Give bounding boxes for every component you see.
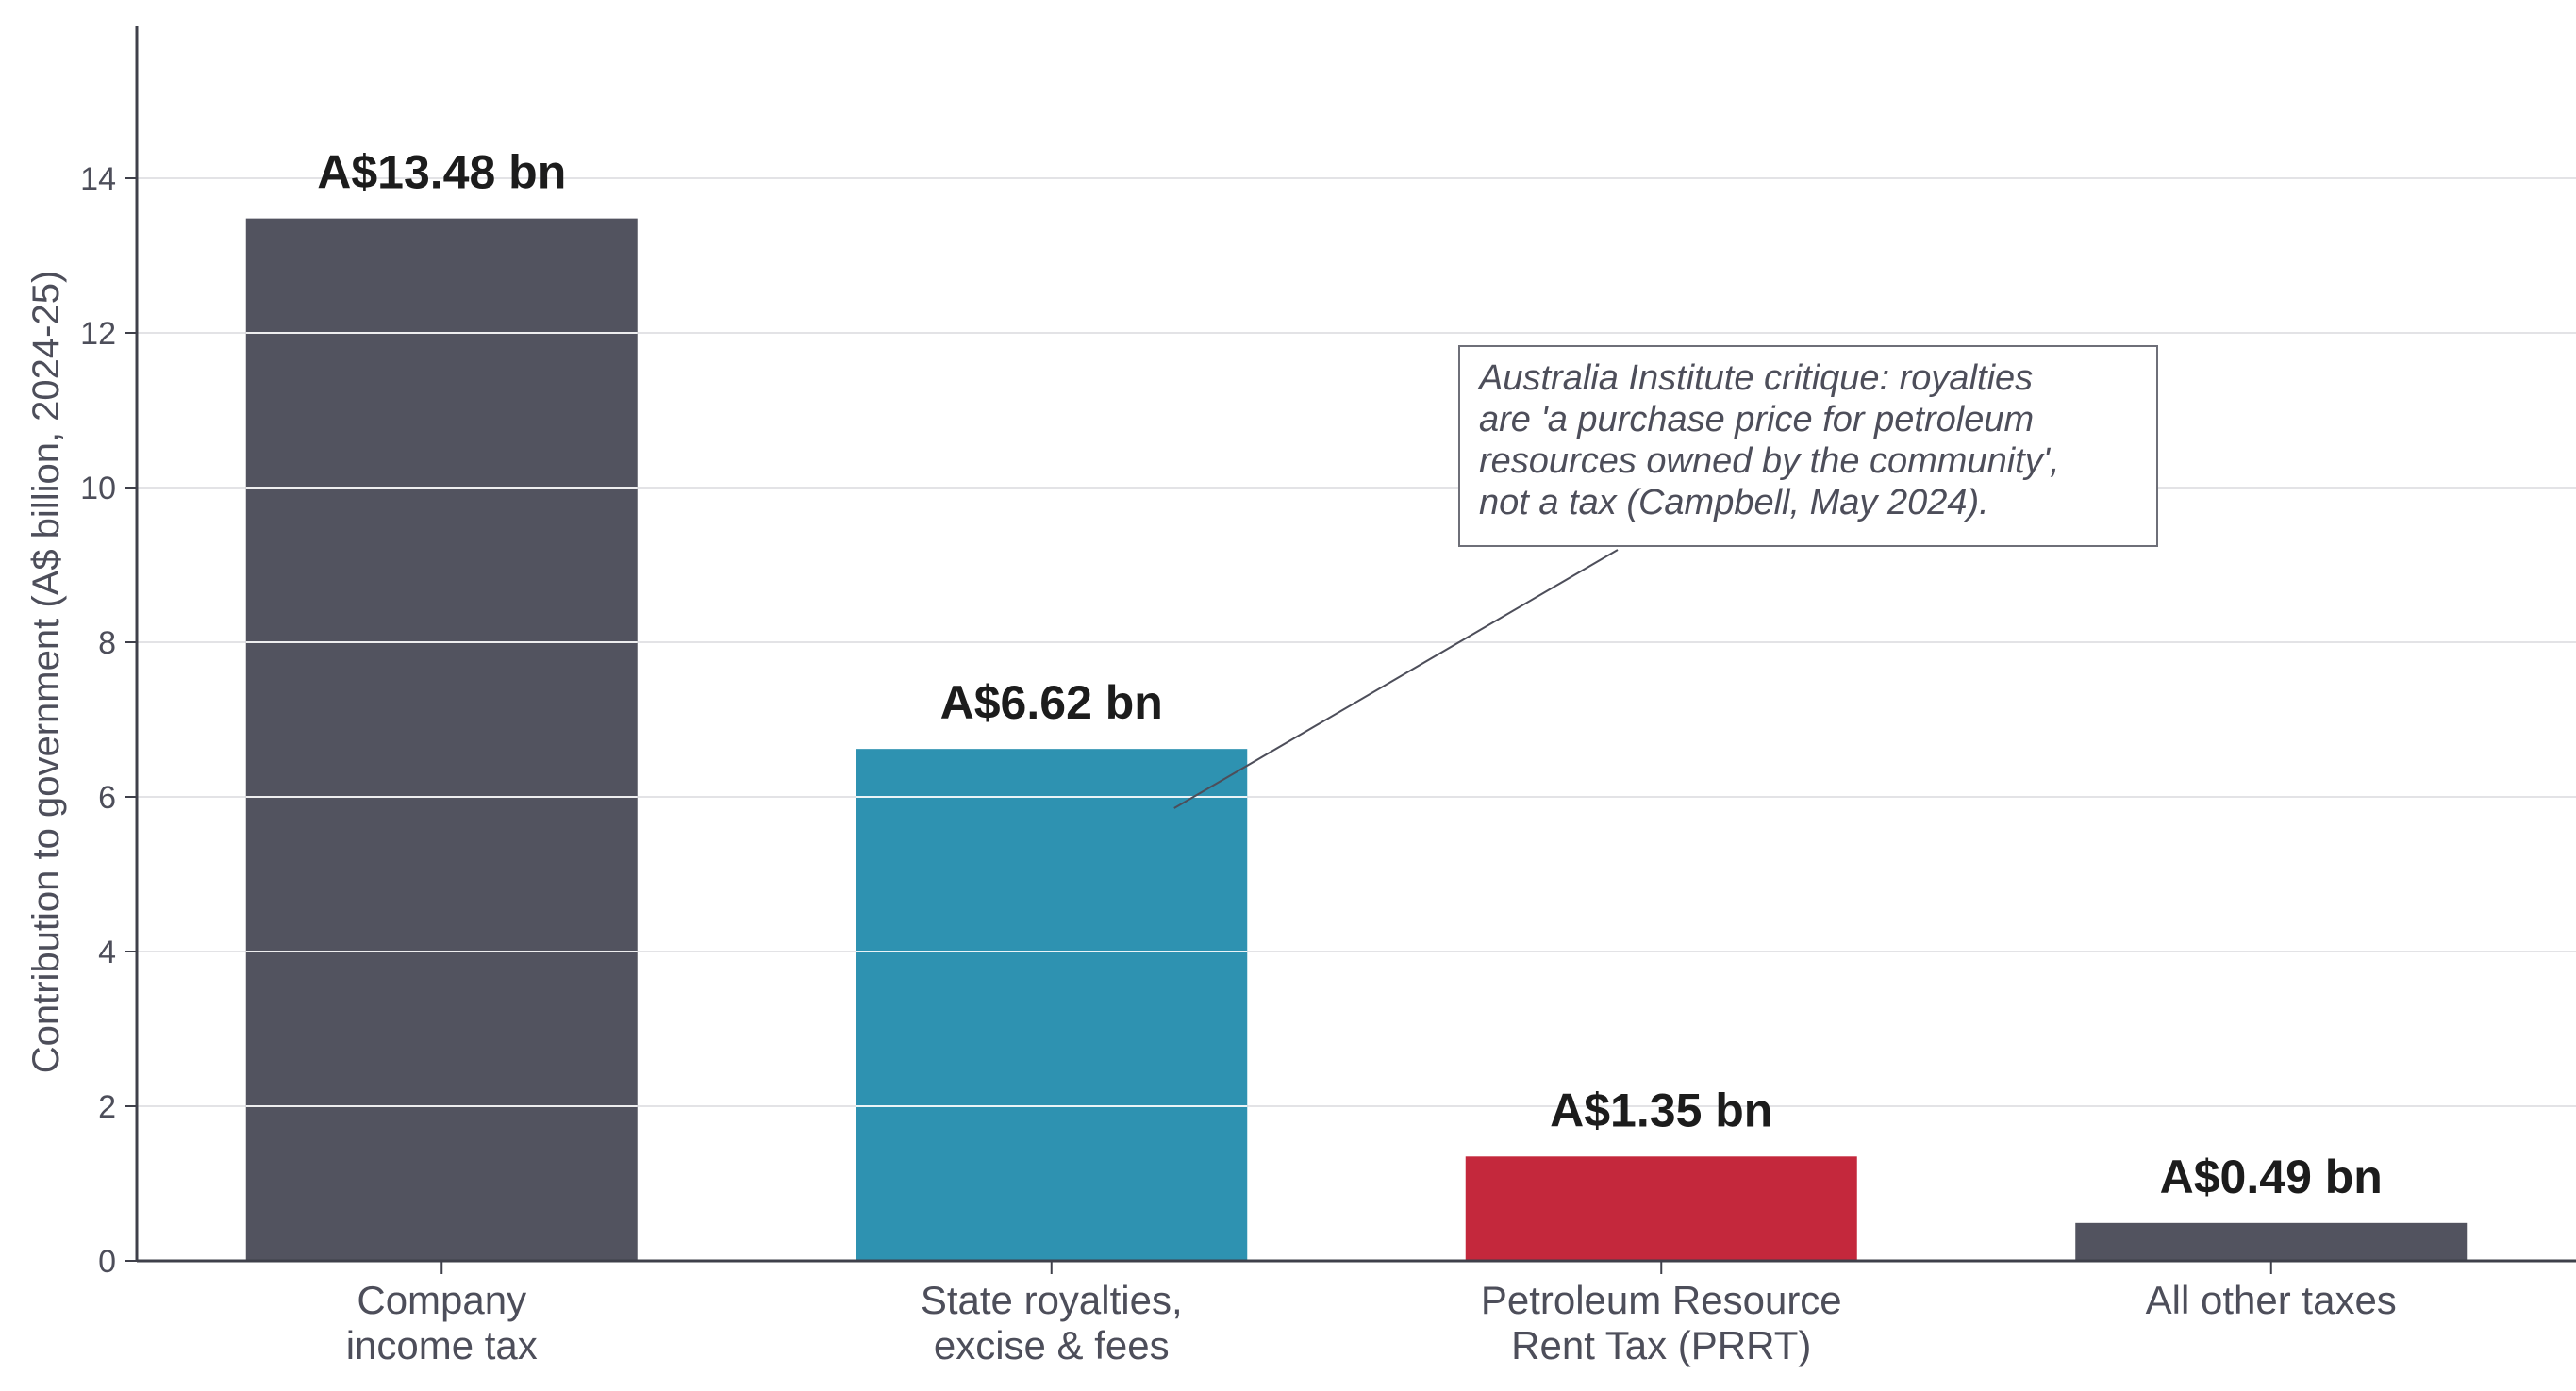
annotation: Australia Institute critique: royalties a… (1173, 345, 2158, 809)
annotation-box (1458, 345, 2158, 547)
y-tick-label: 14 (80, 161, 116, 197)
data-labels: A$13.48 bn A$6.62 bn A$1.35 bn A$0.49 bn (317, 146, 2383, 1203)
bar (1465, 1156, 1857, 1261)
y-tick-label: 12 (80, 316, 116, 352)
bars (245, 218, 2468, 1261)
data-label: A$13.48 bn (317, 146, 566, 199)
data-label: A$1.35 bn (1550, 1084, 1772, 1136)
y-axis-title: Contribution to government (A$ billion, … (25, 271, 67, 1074)
y-tick-label: 0 (98, 1244, 116, 1280)
x-tick-label: Petroleum Resource Rent Tax (PRRT) (1481, 1278, 1842, 1367)
y-tick-label: 2 (98, 1089, 116, 1125)
bar (245, 218, 638, 1261)
annotation-leader-line (1173, 549, 1619, 809)
bar (856, 749, 1248, 1261)
x-tick-label: State royalties, excise & fees (921, 1278, 1183, 1367)
bar (2075, 1222, 2468, 1261)
axes: 0 2 4 6 8 10 12 14 Company income tax State royalt… (25, 26, 2576, 1367)
x-tick-label: Company income tax (346, 1278, 538, 1367)
y-tick-label: 6 (98, 780, 116, 816)
data-label: A$6.62 bn (940, 676, 1163, 729)
y-tick-label: 4 (98, 935, 116, 970)
y-tick-label: 8 (98, 625, 116, 661)
annotation-text: Australia Institute critique: royalties a… (1477, 358, 2060, 522)
bar-gridlines (245, 332, 1248, 1107)
x-tick-label: All other taxes (2146, 1278, 2397, 1322)
data-label: A$0.49 bn (2160, 1151, 2383, 1203)
y-tick-label: 10 (80, 471, 116, 506)
